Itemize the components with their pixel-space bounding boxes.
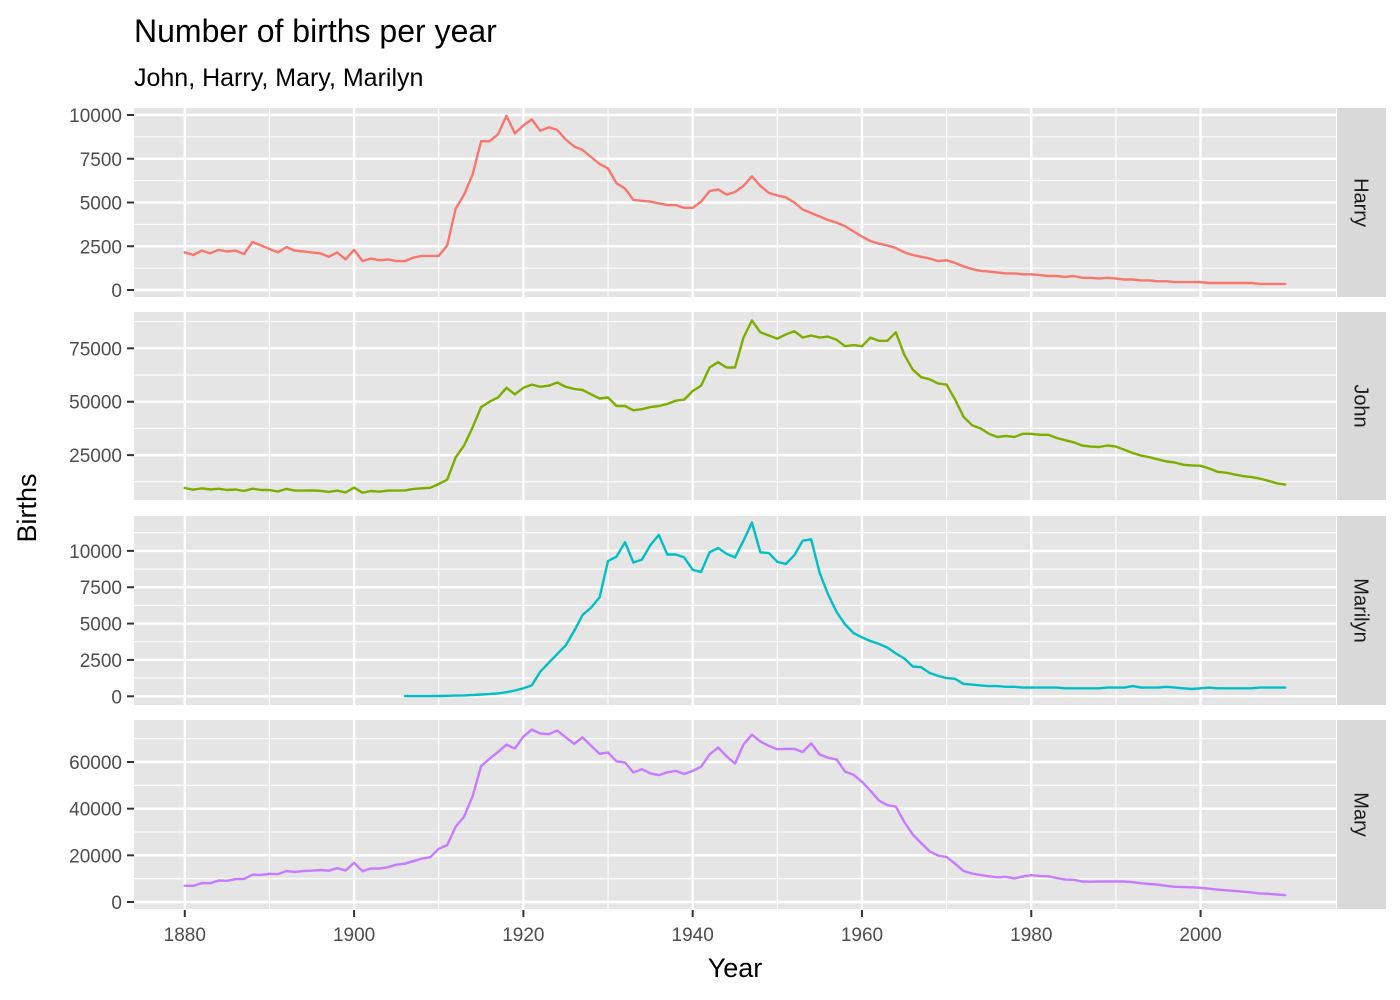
panel-background <box>134 720 1336 909</box>
x-tick-label: 1940 <box>672 925 714 946</box>
x-axis: 1880 1900 1920 1940 1960 1980 2000 <box>164 910 1222 946</box>
series-line-mary <box>183 728 1287 897</box>
facet-strip <box>1337 108 1386 297</box>
y-tick-label: 7500 <box>80 578 122 599</box>
series-line-john <box>183 319 1287 494</box>
facet-panels: 025005000750010000Harry250005000075000Jo… <box>69 106 1386 914</box>
facet-strip <box>1337 516 1386 705</box>
x-tick-label: 1880 <box>164 925 206 946</box>
panel-background <box>134 312 1336 500</box>
y-tick-label: 0 <box>111 893 122 914</box>
facet-panel-harry: 0 2500 5000 7500 10000 Harry <box>69 106 1386 302</box>
y-tick-label: 0 <box>111 281 122 302</box>
y-tick-label: 2500 <box>80 651 122 672</box>
y-axis-title: Births <box>12 473 42 542</box>
facet-panel-marilyn: 0 2500 5000 7500 10000 Marilyn <box>69 516 1386 708</box>
facet-strip-label: John <box>1350 384 1372 427</box>
x-tick-label: 1900 <box>333 925 375 946</box>
y-tick-label: 5000 <box>80 194 122 215</box>
y-tick-label: 2500 <box>80 237 122 258</box>
facet-panel-john: 25000 50000 75000 John <box>69 312 1386 500</box>
chart-subtitle: John, Harry, Mary, Marilyn <box>134 64 423 92</box>
facet-strip <box>1337 312 1386 500</box>
y-tick-label: 0 <box>111 687 122 708</box>
x-axis-title: Year <box>708 953 763 983</box>
series-line-harry <box>183 114 1287 286</box>
y-tick-label: 50000 <box>69 393 122 414</box>
series-line-marilyn <box>403 521 1287 698</box>
facet-strip-label: Mary <box>1350 792 1372 836</box>
facet-strip-label: Harry <box>1350 178 1372 227</box>
x-tick-label: 2000 <box>1179 925 1221 946</box>
panel-background <box>134 516 1336 705</box>
y-tick-label: 40000 <box>69 800 122 821</box>
y-tick-label: 25000 <box>69 446 122 467</box>
y-tick-label: 5000 <box>80 615 122 636</box>
facet-strip-label: Marilyn <box>1350 578 1372 642</box>
y-tick-label: 75000 <box>69 339 122 360</box>
chart-title: Number of births per year <box>134 13 497 49</box>
y-tick-label: 60000 <box>69 753 122 774</box>
y-tick-label: 10000 <box>69 106 122 127</box>
facet-strip <box>1337 720 1386 909</box>
y-tick-label: 7500 <box>80 150 122 171</box>
facet-panel-mary: 0 20000 40000 60000 Mary <box>69 720 1386 914</box>
y-tick-label: 20000 <box>69 846 122 867</box>
x-tick-label: 1960 <box>841 925 883 946</box>
y-tick-label: 10000 <box>69 542 122 563</box>
x-tick-label: 1920 <box>502 925 544 946</box>
x-tick-label: 1980 <box>1010 925 1052 946</box>
